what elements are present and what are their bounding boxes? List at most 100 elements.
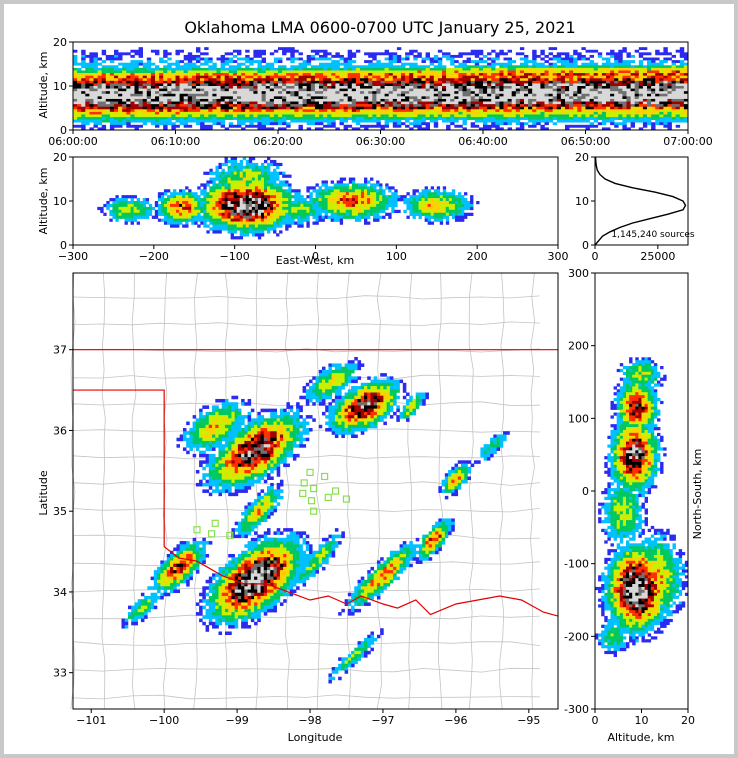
time-height-cell: [237, 109, 242, 113]
time-height-cell: [351, 54, 357, 58]
time-height-cell: [290, 101, 295, 105]
ew-height-cell: [200, 189, 204, 193]
time-height-cell: [380, 70, 385, 74]
ew-height-cell: [236, 165, 241, 170]
ew-height-cell: [182, 215, 186, 219]
ew-height-cell: [242, 177, 247, 181]
ew-height-cell: [209, 195, 213, 199]
time-height-cell: [73, 60, 78, 64]
time-height-cell: [380, 96, 385, 100]
time-height-cell: [298, 119, 303, 123]
ew-height-cell: [227, 180, 231, 184]
time-height-cell: [204, 60, 209, 64]
time-height-cell: [134, 124, 139, 128]
time-height-cell: [286, 70, 291, 74]
time-height-cell: [343, 119, 348, 123]
time-height-cell: [93, 52, 98, 56]
time-height-cell: [405, 106, 410, 110]
time-height-cell: [622, 60, 627, 64]
time-height-cell: [335, 106, 340, 110]
time-height-cell: [499, 62, 504, 66]
ew-height-cell: [303, 198, 307, 202]
time-height-cell: [368, 117, 373, 120]
ew-height-cell: [285, 212, 289, 216]
time-height-cell: [150, 78, 156, 82]
time-height-cell: [401, 65, 406, 69]
ew-height-cell: [242, 157, 247, 161]
time-height-cell: [122, 75, 127, 79]
time-height-cell: [93, 122, 98, 126]
time-height-cell: [655, 78, 660, 82]
ew-height-cell: [230, 174, 234, 178]
time-height-cell: [511, 78, 517, 82]
time-height-cell: [515, 52, 521, 56]
ew-height-cell: [182, 224, 186, 228]
time-height-cell: [286, 91, 291, 95]
time-height-cell: [507, 91, 512, 95]
ew-height-cell: [221, 215, 225, 219]
time-height-cell: [392, 78, 398, 82]
time-height-cell: [81, 98, 86, 102]
time-height-cell: [474, 98, 480, 102]
time-height-cell: [532, 78, 537, 82]
time-height-cell: [565, 73, 570, 76]
time-height-cell: [532, 93, 537, 97]
time-height-cell: [73, 109, 78, 113]
time-height-cell: [109, 65, 115, 69]
time-height-cell: [323, 88, 328, 92]
time-height-cell: [405, 52, 410, 56]
time-height-cell: [487, 67, 492, 71]
ew-height-cell: [191, 218, 195, 222]
time-height-cell: [372, 117, 377, 120]
time-height-cell: [519, 88, 525, 92]
time-height-cell: [224, 52, 230, 56]
ew-height-cell: [182, 198, 186, 202]
time-height-cell: [413, 93, 418, 97]
time-height-cell: [269, 96, 275, 100]
time-height-cell: [314, 83, 320, 87]
time-height-cell: [618, 111, 623, 115]
ew-height-cell: [279, 171, 283, 175]
time-height-cell: [421, 96, 426, 100]
time-height-cell: [388, 91, 394, 95]
ew-height-cell: [115, 212, 119, 216]
time-height-cell: [191, 109, 197, 113]
time-height-cell: [458, 124, 463, 128]
time-height-cell: [306, 86, 312, 89]
time-height-cell: [638, 78, 644, 82]
time-height-cell: [187, 117, 193, 120]
time-height-cell: [667, 122, 672, 126]
ew-height-cell: [200, 215, 204, 219]
ew-height-cell: [133, 209, 137, 214]
time-height-cell: [85, 119, 90, 123]
ew-height-cell: [248, 195, 253, 199]
ew-height-cell: [248, 165, 253, 170]
time-height-cell: [101, 114, 107, 118]
time-height-cell: [216, 88, 221, 92]
time-height-cell: [101, 101, 107, 105]
time-height-cell: [155, 119, 160, 123]
time-height-cell: [421, 109, 426, 113]
ew-height-cell: [218, 180, 222, 184]
ew-height-cell: [194, 209, 198, 214]
time-height-cell: [450, 70, 455, 74]
ew-height-cell: [260, 171, 265, 175]
ew-height-cell: [170, 201, 174, 205]
time-height-cell: [446, 80, 451, 84]
time-height-cell: [483, 117, 488, 120]
time-height-cell: [212, 106, 217, 110]
time-height-cell: [413, 109, 418, 113]
time-height-cell: [667, 93, 672, 97]
time-height-cell: [376, 104, 381, 108]
time-height-cell: [167, 80, 172, 84]
ew-height-cell: [285, 227, 289, 231]
time-height-cell: [101, 106, 107, 110]
ew-height-cell: [173, 212, 177, 216]
ew-height-cell: [306, 209, 310, 214]
ew-height-cell: [294, 212, 298, 216]
time-height-cell: [618, 60, 623, 64]
time-height-cell: [532, 104, 537, 108]
ew-height-cell: [224, 186, 228, 190]
time-height-cell: [417, 54, 422, 58]
ew-height-cell: [273, 224, 277, 228]
